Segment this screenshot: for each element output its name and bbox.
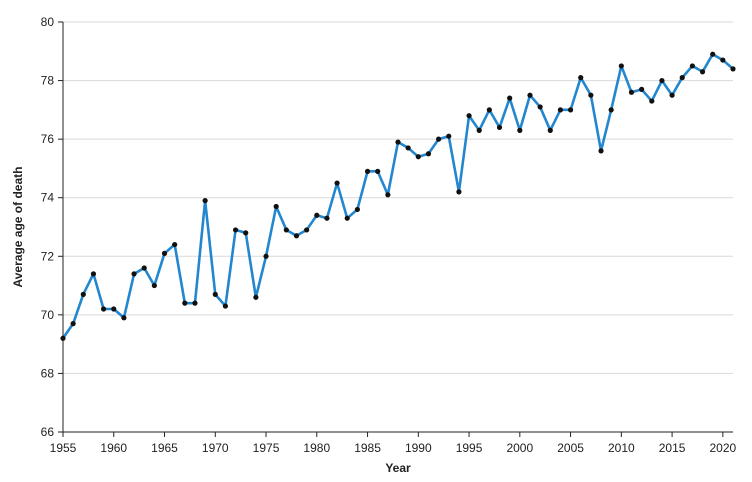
data-point <box>496 124 503 131</box>
data-point <box>304 227 310 233</box>
data-point <box>364 168 371 174</box>
data-point <box>730 66 736 72</box>
data-point <box>567 107 574 113</box>
data-point <box>354 206 360 213</box>
data-point <box>161 250 168 256</box>
data-point <box>344 215 350 221</box>
x-tick-label: 2010 <box>608 441 635 455</box>
data-point <box>527 92 533 98</box>
data-point <box>222 303 229 309</box>
x-tick-label: 2005 <box>557 441 584 455</box>
data-point <box>141 265 147 271</box>
y-tick-label: 66 <box>41 425 55 439</box>
data-point <box>405 145 411 151</box>
data-point <box>80 291 86 297</box>
y-tick-label: 72 <box>41 249 55 263</box>
data-point <box>557 107 564 113</box>
data-point <box>314 212 320 218</box>
data-point <box>60 335 66 341</box>
data-point <box>415 154 421 160</box>
x-tick-label: 2000 <box>506 441 533 455</box>
data-point <box>111 306 117 312</box>
data-point <box>202 198 208 204</box>
data-point <box>476 127 482 133</box>
x-axis-title: Year <box>385 461 411 475</box>
x-tick-label: 1965 <box>151 441 178 455</box>
data-point <box>659 77 665 84</box>
data-point <box>679 75 685 81</box>
x-tick-label: 1985 <box>354 441 381 455</box>
data-point <box>628 89 635 95</box>
y-tick-label: 76 <box>41 132 55 146</box>
data-point <box>324 215 330 221</box>
data-point <box>90 271 97 277</box>
data-point <box>507 95 513 101</box>
data-point <box>466 113 472 119</box>
data-point <box>232 227 239 233</box>
y-tick-label: 74 <box>41 191 55 205</box>
data-point <box>710 51 716 57</box>
data-point <box>598 148 604 154</box>
x-tick-label: 1980 <box>303 441 330 455</box>
data-point <box>588 92 594 98</box>
x-tick-label: 1960 <box>100 441 127 455</box>
data-point <box>639 86 645 92</box>
data-point <box>436 136 442 142</box>
data-point <box>446 133 452 139</box>
axes <box>58 21 733 437</box>
data-point <box>425 151 432 157</box>
data-point <box>618 63 624 69</box>
data-point <box>172 241 178 248</box>
series-line <box>61 52 734 340</box>
data-point <box>456 189 462 195</box>
x-tick-label: 2015 <box>659 441 686 455</box>
data-point <box>720 57 726 63</box>
data-point <box>151 282 157 289</box>
x-tick-label: 1995 <box>456 441 483 455</box>
y-tick-label: 78 <box>41 74 55 88</box>
data-point <box>608 107 614 113</box>
data-point <box>293 233 300 239</box>
data-point <box>243 230 249 236</box>
data-point <box>70 321 76 327</box>
data-point <box>486 107 492 113</box>
y-axis-title: Average age of death <box>11 167 25 288</box>
data-point <box>517 127 523 133</box>
y-tick-label: 68 <box>41 366 55 380</box>
data-point <box>375 168 381 174</box>
data-point <box>669 92 675 98</box>
tick-labels: 66 68 70 72 74 76 78 80 1955 1960 1965 1970 1975 1980… <box>41 15 737 455</box>
data-point <box>101 306 107 312</box>
y-tick-label: 70 <box>41 308 55 322</box>
data-point <box>395 139 401 145</box>
data-point <box>182 300 188 306</box>
data-point <box>537 104 543 110</box>
series <box>60 51 736 341</box>
x-tick-label: 1975 <box>253 441 280 455</box>
data-point <box>212 291 218 297</box>
data-point <box>283 227 289 233</box>
x-tick-label: 2020 <box>709 441 736 455</box>
data-point <box>192 300 198 306</box>
data-point <box>649 98 655 104</box>
y-tick-label: 80 <box>41 15 55 29</box>
gridlines <box>63 21 733 374</box>
data-point <box>131 271 137 277</box>
data-point <box>334 180 340 186</box>
data-point <box>253 294 259 300</box>
x-tick-label: 1990 <box>405 441 432 455</box>
data-point <box>689 63 695 69</box>
data-point <box>121 315 127 321</box>
x-tick-label: 1970 <box>202 441 229 455</box>
data-point <box>547 127 553 133</box>
data-point <box>273 203 279 210</box>
data-point <box>699 69 706 75</box>
x-tick-label: 1955 <box>50 441 77 455</box>
data-point <box>263 253 269 259</box>
data-point <box>385 192 391 198</box>
data-point <box>578 75 584 81</box>
